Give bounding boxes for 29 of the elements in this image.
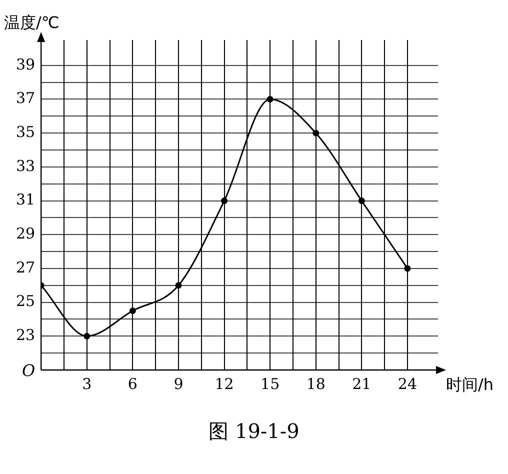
point [266,96,274,102]
y-tick-label: 35 [16,122,36,141]
point [312,130,320,136]
y-tick-label: 29 [16,224,36,243]
y-tick-label: 23 [16,326,36,344]
x-tick-label: 9 [174,374,184,393]
x-axis-title: 时间/h [446,375,494,394]
x-tick-label: 15 [260,374,280,393]
x-tick-label: 24 [398,374,418,393]
point [358,198,365,204]
y-tick-label: 39 [16,55,36,74]
x-tick-label: 12 [214,374,234,393]
point [129,308,136,314]
y-tick-label: 37 [16,89,36,108]
text: O [22,361,36,380]
point [221,198,228,204]
x-tick-label: 3 [82,374,92,393]
x-tick-label: 18 [306,374,326,393]
y-axis-title: 温度/℃ [4,13,60,32]
x-tick-label: 21 [352,374,372,393]
point [175,282,182,289]
y-tick-label: 31 [16,190,36,209]
point [84,332,90,340]
point [404,265,411,272]
x-tick-label: 6 [128,374,138,393]
y-tick-label: 27 [16,258,36,276]
y-tick-label: 33 [16,156,36,175]
caption: 图 19-1-9 [208,418,300,445]
y-tick-label: 25 [16,292,36,310]
